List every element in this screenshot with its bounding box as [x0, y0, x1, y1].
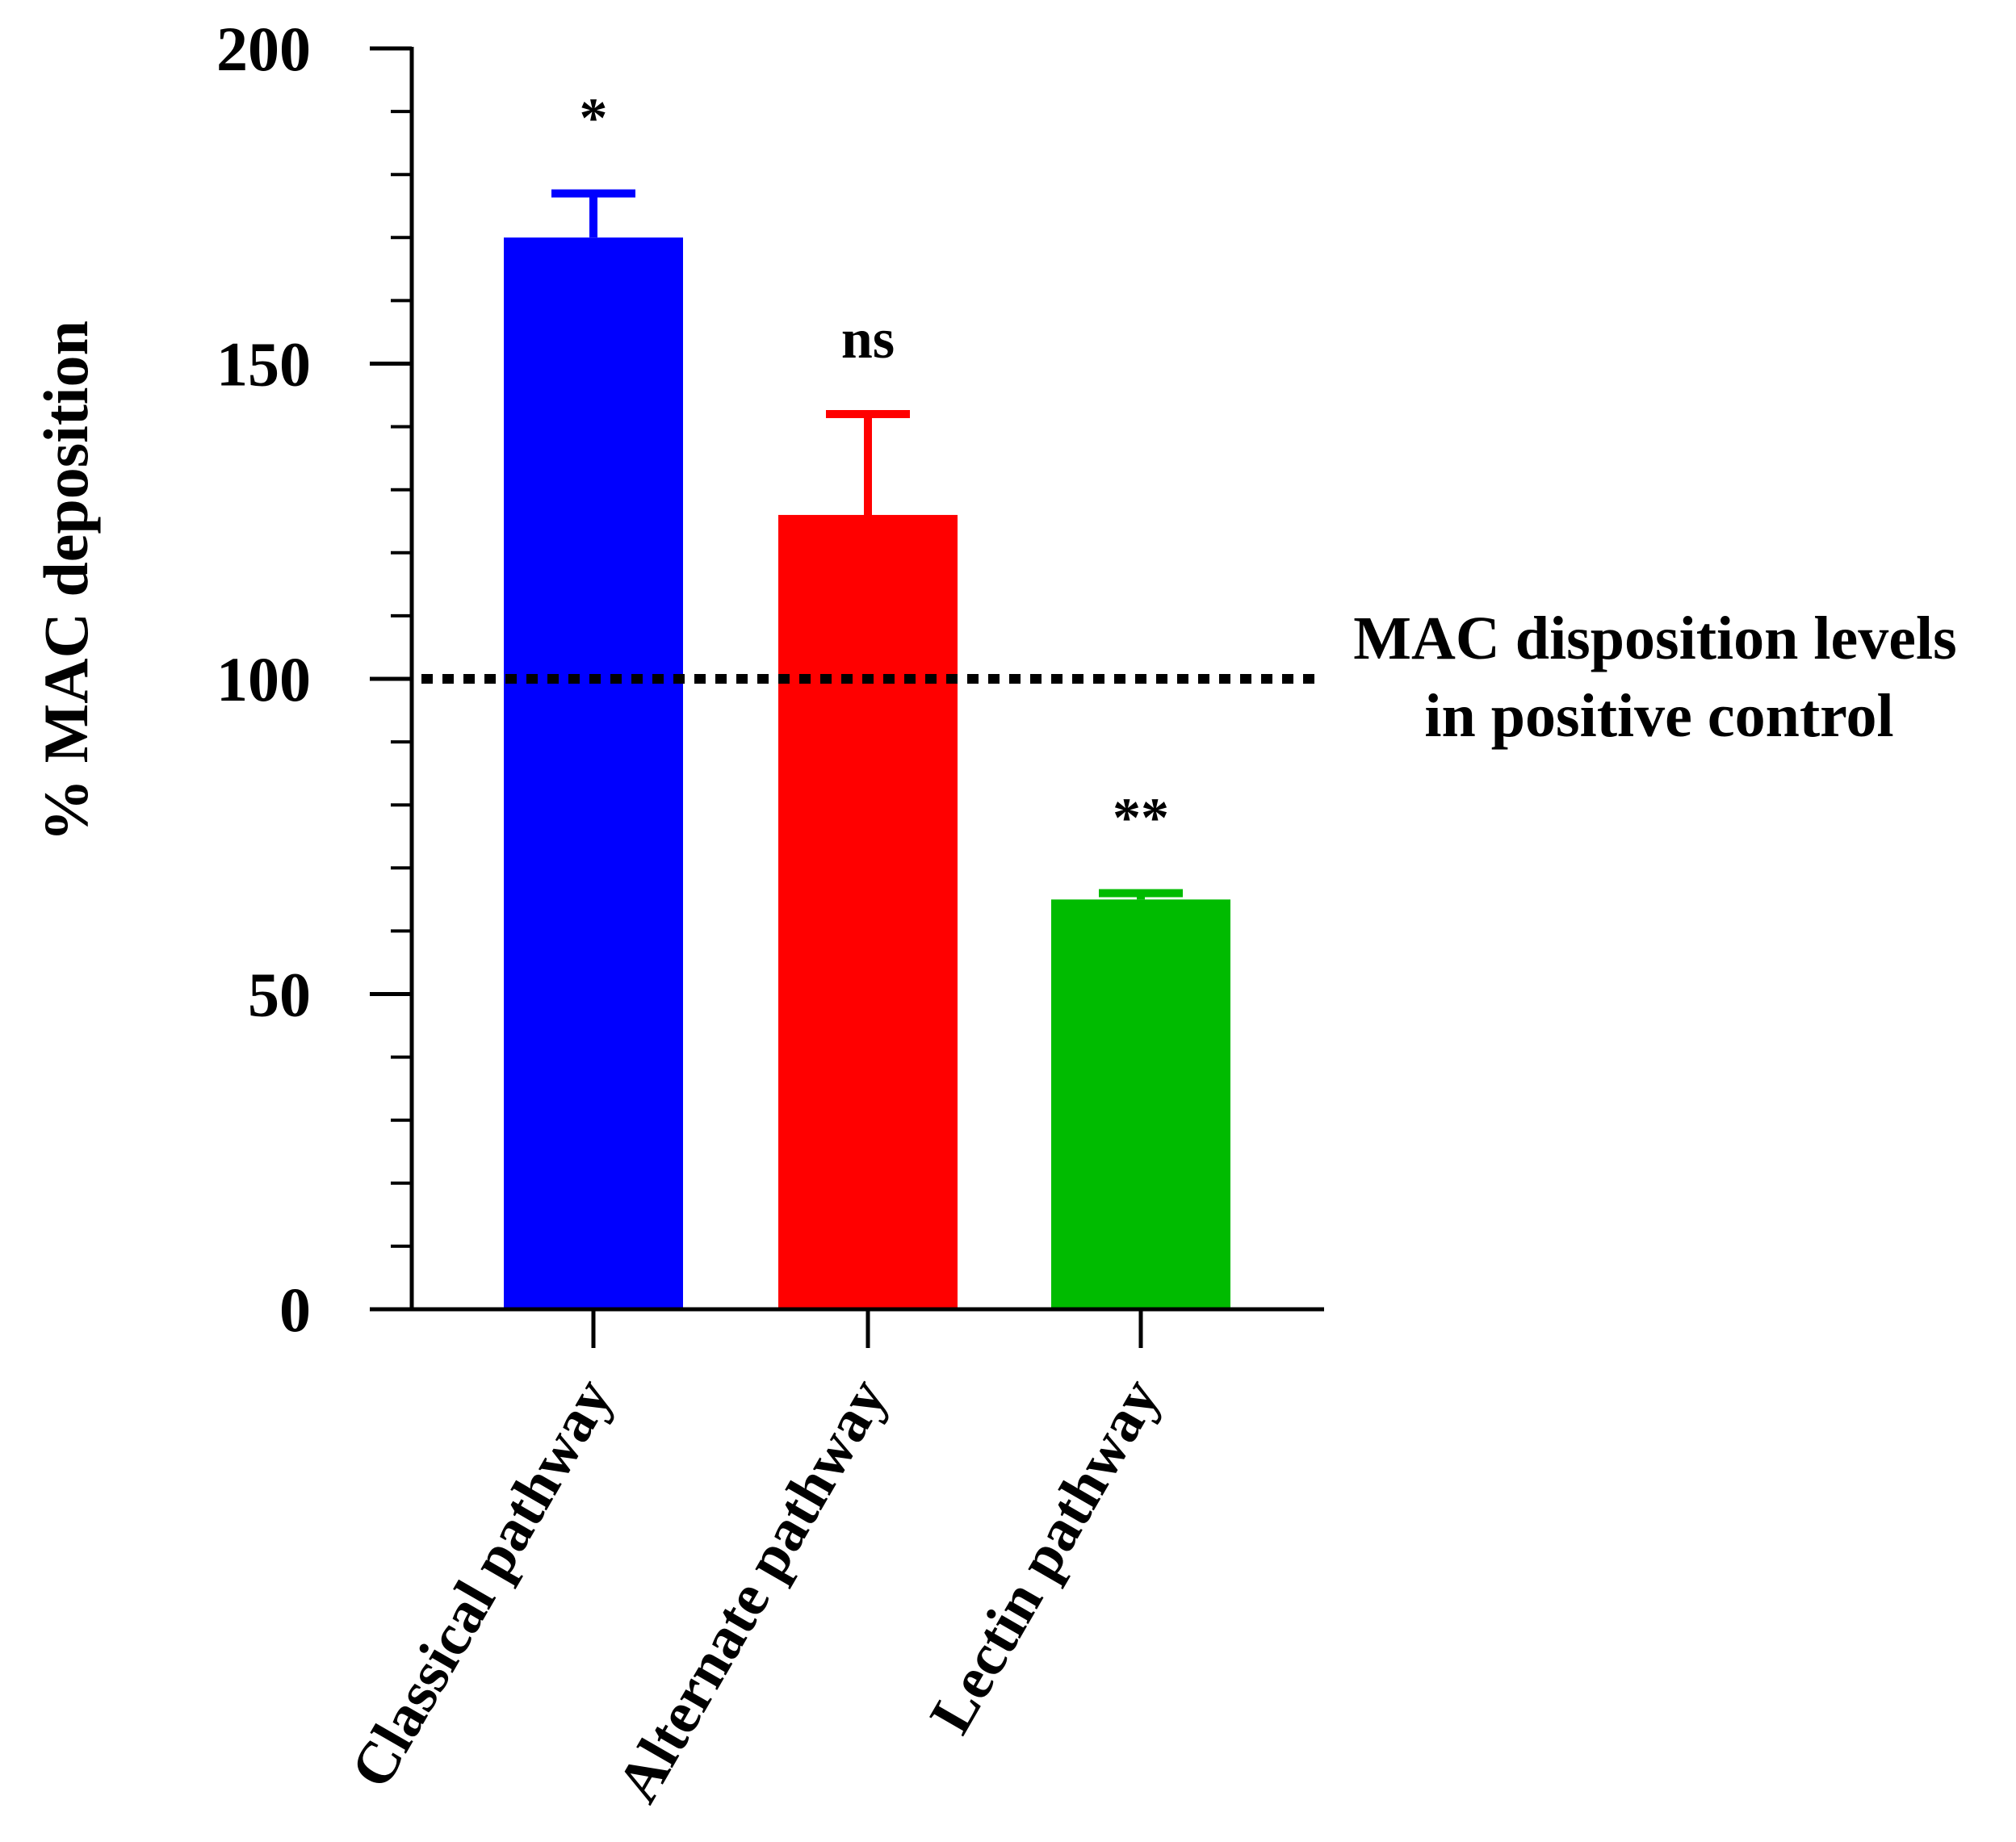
significance-lectin-pathway: ** [1113, 788, 1169, 850]
significance-classical-pathway: * [580, 88, 608, 150]
error-bar-alternate-pathway [826, 409, 910, 515]
y-tick-label-50: 50 [248, 960, 311, 1030]
bar-lectin-pathway [1051, 899, 1230, 1309]
category-label-classical-pathway: Classical pathway [338, 1368, 626, 1799]
labels-layer: * Classical pathway ns Alternate pathway ** L… [216, 14, 1173, 1813]
y-tick-label-0: 0 [279, 1275, 311, 1345]
reference-line-label-line-2: in positive control [1424, 682, 1893, 750]
error-bar-lectin-pathway [1099, 889, 1183, 900]
bar-classical-pathway [504, 237, 683, 1309]
axes-layer [370, 46, 1324, 1348]
error-bars-layer [551, 189, 1183, 900]
reference-line-label-line-1: MAC disposition levels [1353, 605, 1956, 672]
reference-line-label: MAC disposition levels in positive contr… [1353, 605, 1956, 750]
category-label-alternate-pathway: Alternate pathway [605, 1368, 900, 1814]
y-axis-title: % MAC deposition [31, 320, 101, 842]
category-label-lectin-pathway: Lectin pathway [917, 1368, 1173, 1744]
bar-alternate-pathway [778, 514, 958, 1309]
y-tick-label-150: 150 [216, 329, 311, 400]
significance-alternate-pathway: ns [841, 308, 895, 370]
y-tick-label-200: 200 [216, 14, 311, 84]
error-bar-classical-pathway [551, 189, 635, 238]
y-tick-label-100: 100 [216, 644, 311, 714]
bars-layer [504, 237, 1230, 1309]
